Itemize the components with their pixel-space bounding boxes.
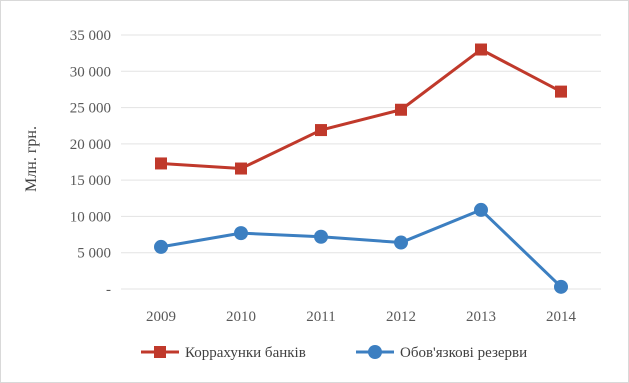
x-tick-label: 2010	[226, 309, 256, 325]
gridlines	[121, 34, 601, 290]
data-point	[315, 124, 327, 137]
legend-label: Обов'язкові резерви	[400, 345, 527, 361]
data-point	[555, 85, 567, 98]
y-tick-label: 25 000	[70, 101, 111, 117]
legend-label: Коррахунки банків	[185, 345, 306, 361]
x-axis-ticks: 2009 2010 2011 2012 2013 2014	[146, 309, 577, 325]
y-tick-label: 15 000	[70, 173, 111, 189]
data-point	[234, 226, 248, 241]
y-tick-label: 30 000	[70, 64, 111, 80]
data-point	[395, 103, 407, 116]
legend: Коррахунки банків Обов'язкові резерви	[141, 345, 527, 361]
x-tick-label: 2009	[146, 309, 176, 325]
series-layer	[154, 43, 568, 294]
x-tick-label: 2013	[466, 309, 496, 325]
y-tick-label: 10 000	[70, 209, 111, 225]
data-point	[554, 279, 568, 294]
series-line-1	[160, 48, 562, 171]
x-tick-label: 2011	[306, 309, 335, 325]
y-tick-label: -	[106, 282, 111, 298]
legend-item: Обов'язкові резерви	[356, 345, 527, 361]
y-tick-label: 20 000	[70, 137, 111, 153]
legend-marker	[368, 345, 382, 359]
data-point	[235, 162, 247, 175]
y-axis-ticks: - 5 000 10 000 15 000 20 000 25 000 30 000 35 0…	[70, 28, 111, 298]
legend-item: Коррахунки банків	[141, 345, 306, 361]
data-point	[394, 235, 408, 250]
data-point	[154, 239, 168, 254]
data-point	[314, 229, 328, 244]
x-tick-label: 2012	[386, 309, 416, 325]
y-axis-label: Млн. грн.	[23, 126, 40, 192]
y-tick-label: 5 000	[77, 246, 111, 262]
data-point	[475, 43, 487, 56]
y-tick-label: 35 000	[70, 28, 111, 44]
data-point	[474, 202, 488, 217]
x-tick-label: 2014	[546, 309, 577, 325]
legend-marker	[154, 346, 166, 358]
data-point	[155, 157, 167, 170]
series-line-2	[160, 208, 563, 288]
